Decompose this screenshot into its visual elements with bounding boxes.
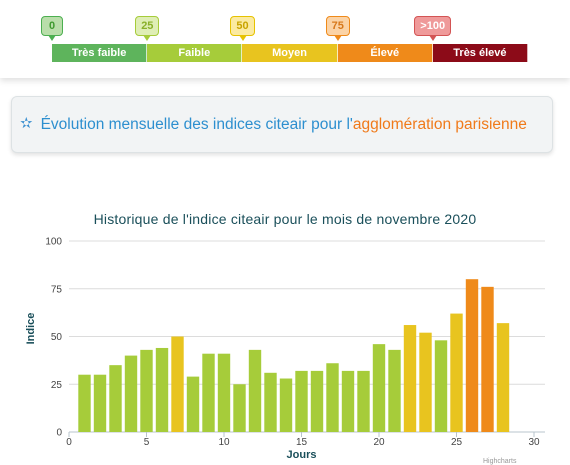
y-axis-title: Indice <box>25 313 37 345</box>
bar <box>171 336 184 432</box>
bar <box>326 363 339 432</box>
y-tick-label: 0 <box>56 428 62 439</box>
bar <box>217 353 231 432</box>
bar <box>140 349 153 432</box>
bar <box>434 340 448 432</box>
bar <box>419 332 432 432</box>
scale-segment: Faible <box>147 44 243 62</box>
bar <box>372 344 386 432</box>
bar <box>481 286 494 432</box>
bar <box>388 349 401 432</box>
y-tick-label: 100 <box>45 237 62 248</box>
scale-marker: 25 <box>135 16 160 41</box>
bar <box>78 374 91 432</box>
y-tick-label: 25 <box>51 380 63 391</box>
y-tick-label: 75 <box>51 284 63 295</box>
bar <box>357 370 370 432</box>
scale-segment: Moyen <box>242 44 338 62</box>
x-tick-label: 10 <box>218 437 230 448</box>
x-tick-label: 30 <box>528 437 540 448</box>
scale-marker: 0 <box>41 16 63 41</box>
bar <box>202 353 215 432</box>
bar <box>496 323 510 432</box>
bar <box>233 384 246 432</box>
bar <box>264 372 277 432</box>
bar <box>109 365 122 432</box>
scale-segment: Élevé <box>337 44 433 62</box>
scale-marker: 75 <box>325 16 350 41</box>
x-tick-label: 15 <box>296 437 308 448</box>
bar <box>465 279 479 432</box>
x-tick-label: 20 <box>373 437 385 448</box>
scale-marker: 50 <box>230 16 255 41</box>
bar <box>155 347 169 432</box>
x-tick-label: 0 <box>66 437 72 448</box>
bar <box>450 313 463 432</box>
bar <box>295 370 308 432</box>
bar <box>310 370 324 432</box>
x-axis-title: Jours <box>287 449 317 461</box>
x-tick-label: 5 <box>144 437 150 448</box>
bar <box>186 376 200 432</box>
scale-marker: >100 <box>414 16 452 41</box>
chart-title: Historique de l'indice citeair pour le m… <box>93 211 477 227</box>
index-scale-panel: 0 25 50 75 >100 Très faible Faible Moyen Élevé T… <box>0 0 570 78</box>
scale-segment: Très élevé <box>432 44 529 62</box>
star-outline-icon: ✫ <box>20 115 33 132</box>
bar <box>93 374 107 432</box>
y-tick-label: 50 <box>51 332 63 343</box>
section-banner: ✫ Évolution mensuelle des indices citeai… <box>11 96 553 153</box>
banner-accent: agglomération parisienne <box>352 115 527 133</box>
banner-title: Évolution mensuelle des indices citeair … <box>40 115 527 133</box>
chart-credit[interactable]: Highcharts <box>483 458 517 465</box>
index-scale-bar: Très faible Faible Moyen Élevé Très élevé <box>52 44 529 62</box>
bar <box>279 378 293 432</box>
bar <box>403 325 417 432</box>
bar <box>341 370 355 432</box>
x-tick-label: 25 <box>451 437 463 448</box>
bar <box>248 349 262 432</box>
bar <box>124 355 138 432</box>
scale-segment: Très faible <box>52 44 148 62</box>
